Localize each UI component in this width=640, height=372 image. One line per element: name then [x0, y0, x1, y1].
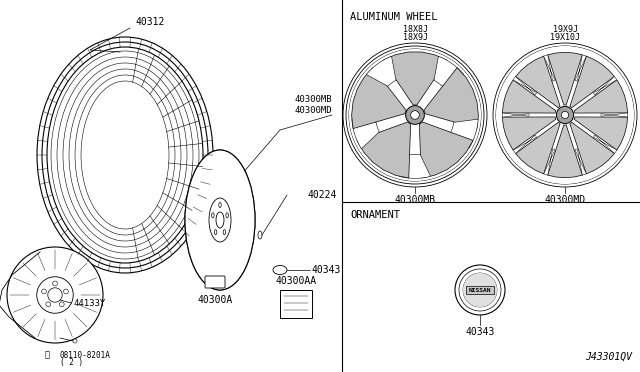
Circle shape	[7, 247, 103, 343]
Circle shape	[52, 281, 58, 286]
Circle shape	[561, 111, 568, 119]
Polygon shape	[593, 135, 617, 154]
Polygon shape	[601, 113, 628, 117]
Polygon shape	[424, 68, 478, 129]
Polygon shape	[593, 77, 617, 95]
Polygon shape	[513, 135, 537, 154]
Circle shape	[349, 49, 481, 181]
Polygon shape	[513, 77, 537, 95]
Text: Ⓑ: Ⓑ	[45, 350, 49, 359]
Polygon shape	[570, 122, 614, 174]
Polygon shape	[543, 55, 555, 81]
Polygon shape	[575, 149, 586, 175]
Bar	[467, 286, 493, 294]
Polygon shape	[419, 122, 473, 178]
Circle shape	[42, 289, 47, 294]
Polygon shape	[516, 56, 560, 108]
Text: 19X10J: 19X10J	[550, 33, 580, 42]
Polygon shape	[548, 52, 582, 105]
Text: ORNAMENT: ORNAMENT	[350, 210, 400, 220]
Circle shape	[463, 273, 497, 307]
Polygon shape	[399, 154, 431, 178]
Polygon shape	[383, 52, 447, 105]
Circle shape	[406, 106, 424, 124]
Text: 40300A: 40300A	[197, 295, 232, 305]
Circle shape	[73, 339, 77, 343]
Polygon shape	[352, 119, 380, 149]
Circle shape	[556, 106, 573, 124]
Text: 18X8J: 18X8J	[403, 25, 428, 34]
Ellipse shape	[185, 150, 255, 290]
FancyBboxPatch shape	[205, 276, 225, 288]
Text: 40300AA: 40300AA	[275, 276, 317, 286]
Circle shape	[48, 288, 62, 302]
Circle shape	[46, 302, 51, 307]
Circle shape	[63, 289, 68, 294]
Circle shape	[36, 277, 73, 313]
Polygon shape	[502, 117, 556, 150]
Polygon shape	[574, 80, 628, 113]
Circle shape	[411, 111, 419, 119]
Text: 40343: 40343	[465, 327, 495, 337]
Polygon shape	[575, 55, 586, 81]
Text: 40300MB
40300MD: 40300MB 40300MD	[294, 94, 332, 115]
Polygon shape	[574, 117, 628, 150]
Text: 44133Y: 44133Y	[73, 298, 105, 308]
Polygon shape	[570, 56, 614, 108]
Circle shape	[496, 46, 634, 184]
Polygon shape	[357, 122, 411, 178]
Text: ( 2 ): ( 2 )	[60, 359, 83, 368]
Text: 40300MB: 40300MB	[394, 195, 436, 205]
Polygon shape	[502, 113, 529, 117]
Text: 08110-8201A: 08110-8201A	[60, 352, 111, 360]
Text: 40343: 40343	[312, 265, 341, 275]
Polygon shape	[434, 56, 464, 86]
Polygon shape	[543, 149, 555, 175]
Text: 40300MD: 40300MD	[545, 195, 586, 205]
Text: 40224: 40224	[308, 190, 337, 200]
Text: ALUMINUM WHEEL: ALUMINUM WHEEL	[350, 12, 438, 22]
Text: 18X9J: 18X9J	[403, 33, 428, 42]
Text: 19X9J: 19X9J	[552, 25, 577, 34]
Polygon shape	[451, 119, 478, 149]
Text: 40312: 40312	[135, 17, 164, 27]
Polygon shape	[516, 122, 560, 174]
Polygon shape	[366, 56, 396, 86]
Text: NISSAN: NISSAN	[468, 288, 492, 292]
Polygon shape	[548, 125, 582, 178]
Circle shape	[60, 302, 64, 307]
Text: J43301QV: J43301QV	[585, 352, 632, 362]
Polygon shape	[351, 68, 406, 129]
Polygon shape	[502, 80, 556, 113]
Ellipse shape	[273, 266, 287, 275]
Bar	[280, 290, 312, 318]
Ellipse shape	[258, 231, 262, 239]
